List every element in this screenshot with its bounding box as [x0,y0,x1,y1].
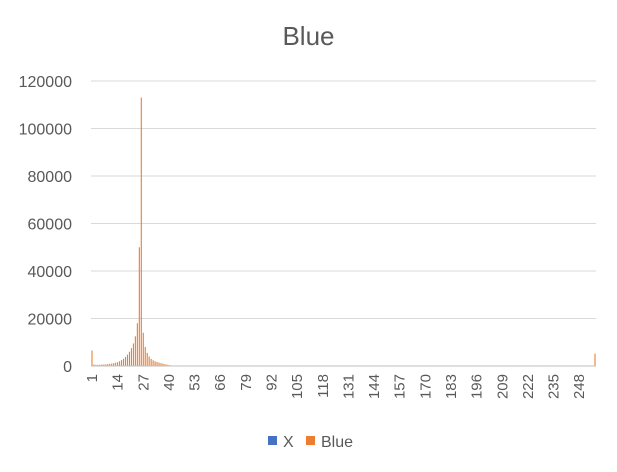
plot-bars [91,98,595,366]
legend-swatch [306,436,315,445]
x-tick-label: 92 [263,374,280,391]
bar [139,247,140,366]
x-tick-label: 209 [494,374,511,399]
y-axis-tick-labels: 0 20000 40000 60000 80000 100000 120000 [19,74,72,376]
x-tick-label: 170 [417,374,434,399]
legend-swatch [268,436,277,445]
bar [131,348,132,366]
bar [121,360,122,366]
bar [133,343,134,366]
x-tick-label: 40 [161,374,178,391]
x-tick-label: 53 [187,374,204,391]
legend: X Blue [268,434,353,451]
bar [137,323,138,366]
x-tick-label: 27 [135,374,152,391]
x-tick-label: 14 [110,374,127,391]
x-tick-label: 248 [571,374,588,399]
legend-label: Blue [321,434,353,451]
x-tick-label: 235 [546,374,563,399]
y-tick-label: 60000 [28,217,73,234]
y-tick-label: 40000 [28,264,73,281]
x-tick-label: 131 [340,374,357,399]
gridlines [91,81,596,319]
bar [155,361,156,366]
bar [145,347,146,366]
y-tick-label: 120000 [19,74,72,91]
x-tick-label: 1 [84,374,101,382]
x-tick-label: 105 [289,374,306,399]
x-tick-label: 222 [520,374,537,399]
bar [149,357,150,367]
bar [119,361,120,366]
bar [594,354,595,366]
bar [135,336,136,366]
x-tick-label: 196 [469,374,486,399]
bar [141,98,142,366]
y-tick-label: 100000 [19,122,72,139]
x-axis-tick-labels: 1 14 27 40 53 66 79 92 105 118 131 144 157 170 183 196 2… [84,374,588,399]
bar [117,362,118,366]
bar [91,351,92,366]
x-tick-label: 79 [238,374,255,391]
y-tick-label: 20000 [28,312,73,329]
x-tick-label: 157 [392,374,409,399]
bar [143,333,144,366]
x-tick-label: 118 [315,374,332,398]
x-tick-label: 183 [443,374,460,399]
bar [153,360,154,366]
y-tick-label: 0 [63,359,72,376]
legend-label: X [283,434,294,451]
x-tick-label: 144 [366,374,383,399]
bar [129,352,130,366]
bar [157,362,158,366]
bar [123,359,124,366]
bar [125,357,126,366]
y-tick-label: 80000 [28,169,73,186]
bar [147,353,148,366]
chart-title: Blue [282,21,334,51]
bar [127,355,128,366]
bar [151,359,152,366]
x-tick-label: 66 [212,374,229,391]
